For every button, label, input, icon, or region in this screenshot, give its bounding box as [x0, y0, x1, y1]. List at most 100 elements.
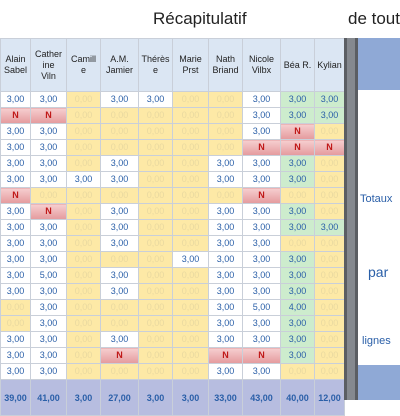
amount-cell[interactable]: 3,00: [100, 235, 139, 252]
amount-cell[interactable]: 3,00: [0, 267, 31, 284]
amount-cell[interactable]: 0,00: [66, 283, 101, 300]
amount-cell[interactable]: 3,00: [208, 283, 243, 300]
amount-cell[interactable]: 0,00: [138, 171, 173, 188]
amount-cell[interactable]: 0,00: [314, 315, 345, 332]
amount-cell[interactable]: 3,00: [242, 235, 281, 252]
amount-cell[interactable]: 0,00: [314, 363, 345, 380]
amount-cell[interactable]: 0,00: [100, 299, 139, 316]
absence-cell[interactable]: N: [0, 107, 31, 124]
column-header[interactable]: Cather ine Viln: [30, 38, 67, 92]
amount-cell[interactable]: 3,00: [208, 315, 243, 332]
amount-cell[interactable]: 0,00: [172, 171, 209, 188]
amount-cell[interactable]: 0,00: [66, 219, 101, 236]
amount-cell[interactable]: 0,00: [66, 107, 101, 124]
amount-cell[interactable]: 0,00: [138, 155, 173, 172]
amount-cell[interactable]: 3,00: [280, 331, 315, 348]
absence-cell[interactable]: N: [242, 139, 281, 156]
amount-cell[interactable]: 3,00: [280, 107, 315, 124]
absence-cell[interactable]: N: [100, 347, 139, 364]
amount-cell[interactable]: 3,00: [208, 155, 243, 172]
amount-cell[interactable]: 0,00: [314, 235, 345, 252]
amount-cell[interactable]: 0,00: [314, 155, 345, 172]
absence-cell[interactable]: N: [0, 187, 31, 204]
amount-cell[interactable]: 0,00: [100, 315, 139, 332]
amount-cell[interactable]: 0,00: [280, 187, 315, 204]
amount-cell[interactable]: 0,00: [208, 107, 243, 124]
amount-cell[interactable]: 3,00: [208, 299, 243, 316]
amount-cell[interactable]: 3,00: [242, 267, 281, 284]
amount-cell[interactable]: 3,00: [208, 219, 243, 236]
total-cell[interactable]: 3,00: [172, 379, 209, 416]
amount-cell[interactable]: 0,00: [208, 91, 243, 108]
amount-cell[interactable]: 3,00: [280, 267, 315, 284]
amount-cell[interactable]: 3,00: [242, 331, 281, 348]
amount-cell[interactable]: 0,00: [172, 347, 209, 364]
amount-cell[interactable]: 0,00: [172, 139, 209, 156]
total-cell[interactable]: 3,00: [138, 379, 173, 416]
amount-cell[interactable]: 0,00: [138, 267, 173, 284]
amount-cell[interactable]: 3,00: [208, 251, 243, 268]
total-cell[interactable]: 27,00: [100, 379, 139, 416]
amount-cell[interactable]: 0,00: [172, 331, 209, 348]
amount-cell[interactable]: 3,00: [100, 171, 139, 188]
amount-cell[interactable]: 0,00: [66, 155, 101, 172]
amount-cell[interactable]: 3,00: [314, 91, 345, 108]
total-cell[interactable]: 33,00: [208, 379, 243, 416]
amount-cell[interactable]: 0,00: [314, 331, 345, 348]
amount-cell[interactable]: 0,00: [138, 331, 173, 348]
amount-cell[interactable]: 3,00: [100, 203, 139, 220]
total-cell[interactable]: 40,00: [280, 379, 315, 416]
amount-cell[interactable]: 0,00: [138, 235, 173, 252]
amount-cell[interactable]: 3,00: [280, 155, 315, 172]
column-header[interactable]: Thérès e: [138, 38, 173, 92]
amount-cell[interactable]: 3,00: [242, 203, 281, 220]
total-cell[interactable]: 43,00: [242, 379, 281, 416]
amount-cell[interactable]: 3,00: [30, 171, 67, 188]
amount-cell[interactable]: 0,00: [100, 187, 139, 204]
amount-cell[interactable]: 0,00: [172, 91, 209, 108]
amount-cell[interactable]: 0,00: [100, 251, 139, 268]
absence-cell[interactable]: N: [30, 203, 67, 220]
amount-cell[interactable]: 0,00: [138, 107, 173, 124]
amount-cell[interactable]: 3,00: [0, 219, 31, 236]
amount-cell[interactable]: 3,00: [100, 91, 139, 108]
amount-cell[interactable]: 3,00: [280, 347, 315, 364]
amount-cell[interactable]: 0,00: [172, 123, 209, 140]
amount-cell[interactable]: 3,00: [30, 331, 67, 348]
amount-cell[interactable]: 0,00: [100, 107, 139, 124]
amount-cell[interactable]: 0,00: [314, 187, 345, 204]
amount-cell[interactable]: 3,00: [242, 315, 281, 332]
amount-cell[interactable]: 3,00: [172, 251, 209, 268]
amount-cell[interactable]: 3,00: [100, 219, 139, 236]
amount-cell[interactable]: 0,00: [66, 363, 101, 380]
amount-cell[interactable]: 3,00: [280, 171, 315, 188]
amount-cell[interactable]: 3,00: [0, 155, 31, 172]
amount-cell[interactable]: 3,00: [30, 283, 67, 300]
amount-cell[interactable]: 3,00: [208, 331, 243, 348]
amount-cell[interactable]: 0,00: [138, 203, 173, 220]
amount-cell[interactable]: 3,00: [0, 139, 31, 156]
amount-cell[interactable]: 3,00: [0, 251, 31, 268]
amount-cell[interactable]: 0,00: [138, 347, 173, 364]
amount-cell[interactable]: 0,00: [208, 139, 243, 156]
absence-cell[interactable]: N: [242, 187, 281, 204]
column-header[interactable]: Béa R.: [280, 38, 315, 92]
amount-cell[interactable]: 3,00: [242, 251, 281, 268]
amount-cell[interactable]: 0,00: [66, 315, 101, 332]
amount-cell[interactable]: 3,00: [242, 219, 281, 236]
amount-cell[interactable]: 0,00: [172, 187, 209, 204]
amount-cell[interactable]: 3,00: [280, 91, 315, 108]
amount-cell[interactable]: 0,00: [138, 139, 173, 156]
amount-cell[interactable]: 3,00: [138, 91, 173, 108]
amount-cell[interactable]: 3,00: [314, 107, 345, 124]
amount-cell[interactable]: 0,00: [172, 155, 209, 172]
absence-cell[interactable]: N: [314, 139, 345, 156]
column-header[interactable]: Camill e: [66, 38, 101, 92]
amount-cell[interactable]: 3,00: [242, 171, 281, 188]
amount-cell[interactable]: 3,00: [0, 123, 31, 140]
amount-cell[interactable]: 0,00: [66, 235, 101, 252]
amount-cell[interactable]: 3,00: [30, 235, 67, 252]
amount-cell[interactable]: 5,00: [30, 267, 67, 284]
amount-cell[interactable]: 0,00: [66, 299, 101, 316]
amount-cell[interactable]: 3,00: [280, 203, 315, 220]
